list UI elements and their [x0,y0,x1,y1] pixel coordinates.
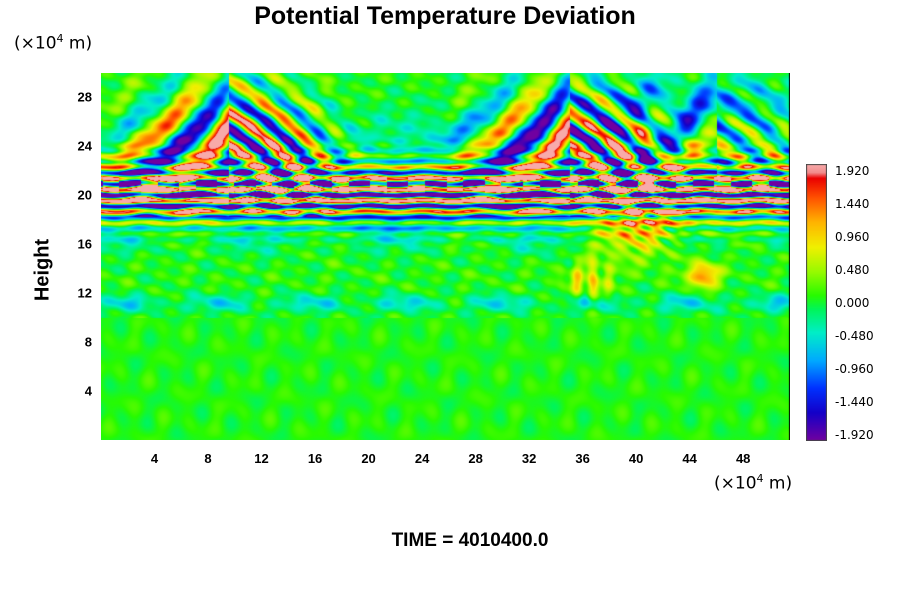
x-tick-label: 40 [628,451,644,466]
x-tick-label: 24 [414,451,430,466]
colorbar [806,164,827,441]
x-tick-label: 28 [468,451,483,466]
colorbar-tick-label: -1.920 [835,428,874,442]
x-tick-label: 36 [575,451,590,466]
x-tick-label: 12 [254,451,269,466]
x-tick-label: 16 [307,451,323,466]
chart-title: Potential Temperature Deviation [254,2,636,30]
y-tick-label: 20 [77,187,92,203]
x-tick-label: 48 [735,451,751,466]
colorbar-tick-label: -0.480 [835,329,874,343]
colorbar-tick-label: 1.440 [835,197,870,211]
y-tick-label: 24 [77,138,92,154]
colorbar-tick-label: 0.480 [835,263,870,277]
y-tick-label: 8 [84,334,92,350]
time-label: TIME = 4010400.0 [391,530,549,551]
x-tick-label: 32 [521,451,537,466]
y-tick-label: 4 [84,383,92,399]
colorbar-tick-label: 0.960 [835,230,870,244]
colorbar-tick-label: -1.440 [835,395,874,409]
y-tick-label: 16 [77,236,92,252]
colorbar-tick-label: -0.960 [835,362,874,376]
colorbar-tick-label: 1.920 [835,164,870,178]
colorbar-tick-label: 0.000 [835,296,870,310]
x-tick-label: 44 [682,451,697,466]
y-tick-label: 28 [77,89,92,105]
x-tick-label: 20 [361,451,376,466]
y-axis-unit: (×104 m) [14,32,93,54]
x-tick-label: 8 [204,451,212,466]
heatmap-plot-area [101,73,790,440]
y-tick-label: 12 [77,285,92,301]
x-axis-unit: (×104 m) [714,472,793,494]
x-tick-label: 4 [150,451,159,466]
